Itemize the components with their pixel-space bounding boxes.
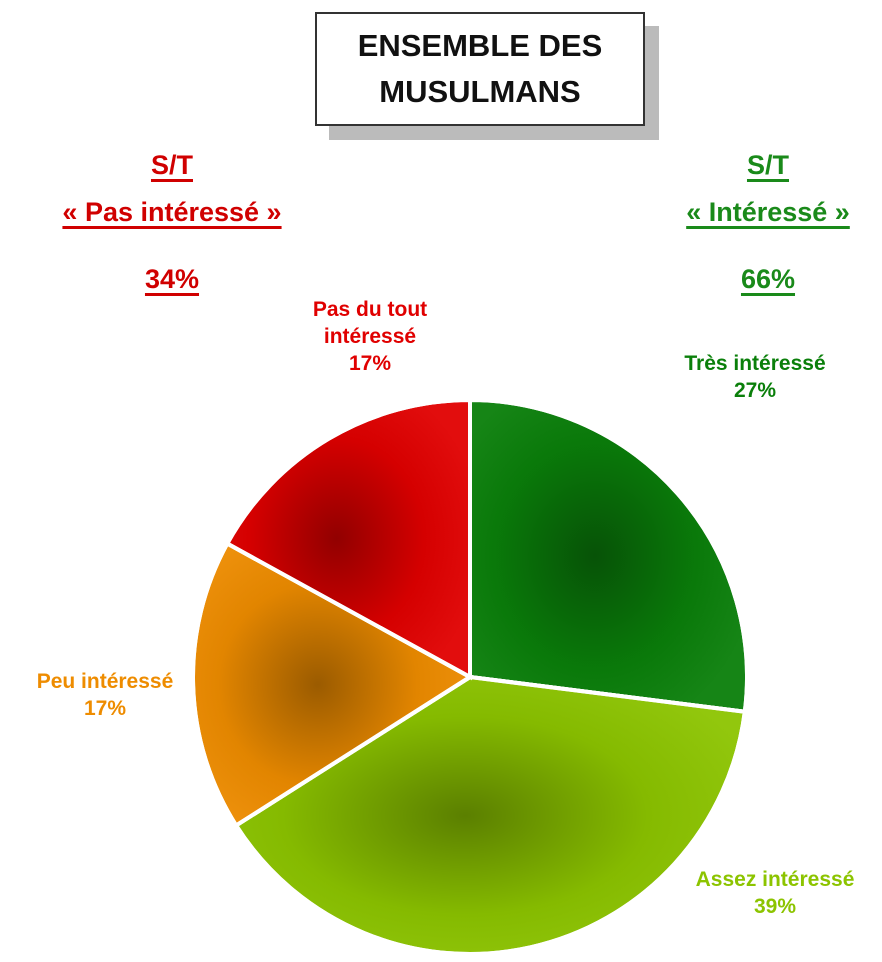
subtotal-label: « Intéressé » — [686, 197, 850, 227]
slice-value: 17% — [83, 697, 127, 720]
slice-value: 27% — [733, 379, 777, 402]
subtotal-heading: S/T — [746, 150, 789, 180]
chart-title: ENSEMBLE DES MUSULMANS — [357, 28, 603, 109]
subtotal-value: 66% — [740, 264, 796, 294]
subtotal-value: 34% — [144, 264, 200, 294]
pie-slice — [468, 398, 749, 714]
title-box: ENSEMBLE DES MUSULMANS — [315, 12, 645, 126]
slice-value: 39% — [753, 895, 797, 918]
subtotal-heading: S/T — [150, 150, 193, 180]
slice-name: Pas du tout intéressé — [312, 298, 428, 348]
slice-label: Peu intéressé 17% — [0, 668, 210, 722]
slice-value: 17% — [348, 352, 392, 375]
slice-name: Peu intéressé — [36, 670, 174, 693]
slice-name: Très intéressé — [684, 352, 826, 375]
subtotal: S/T « Intéressé » 66% — [608, 145, 882, 299]
subtotal: S/T « Pas intéressé » 34% — [12, 145, 332, 299]
slice-label: Pas du tout intéressé 17% — [270, 296, 470, 377]
slice-name: Assez intéressé — [695, 868, 855, 891]
slice-label: Assez intéressé 39% — [690, 866, 860, 920]
slice-label: Très intéressé 27% — [630, 350, 880, 404]
subtotal-label: « Pas intéressé » — [62, 197, 282, 227]
